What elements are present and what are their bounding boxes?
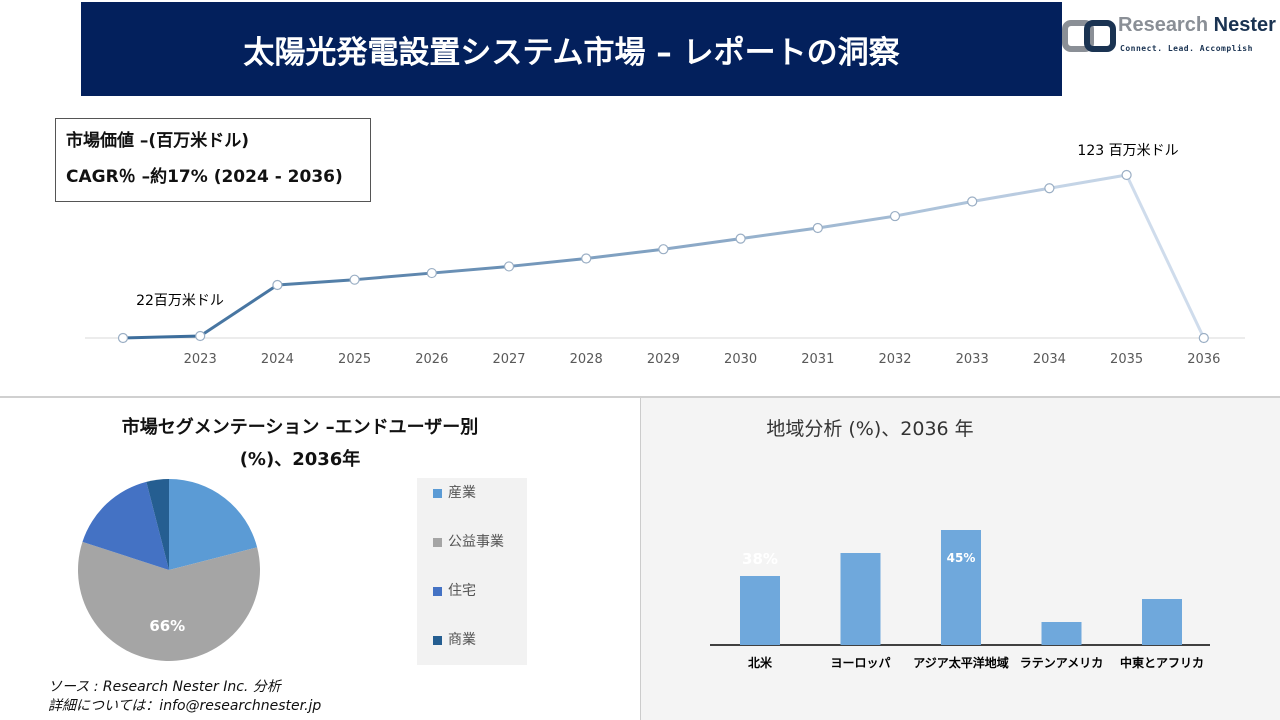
x-tick-label: 2030	[724, 352, 757, 367]
x-tick-label: 2024	[261, 352, 294, 367]
x-tick-label: アジア太平洋地域	[913, 655, 1009, 670]
pie-chart: 66%	[78, 479, 261, 661]
cagr-label: CAGR％ –約17% (2024 - 2036)	[66, 167, 343, 187]
data-point	[117, 332, 129, 344]
legend-label: 商業	[448, 632, 476, 648]
annotation-start: 22百万米ドル	[136, 293, 224, 309]
bar-chart: 北米 38% ヨーロッパ アジア太平洋地域 45% ラテンアメリカ 中東とアフリカ	[710, 530, 1210, 670]
logo: Research Nester Connect. Lead. Accomplis…	[1062, 14, 1280, 60]
x-tick-label: 2023	[184, 352, 217, 367]
annotation-end: 123 百万米ドル	[1077, 143, 1178, 159]
pie-slice	[146, 479, 169, 570]
pie-legend: 産業公益事業住宅商業	[417, 478, 527, 665]
data-point	[1044, 183, 1055, 194]
line-segment	[354, 271, 432, 282]
pie-data-label: 66%	[149, 617, 185, 635]
bar-data-label: 45%	[947, 551, 976, 565]
legend-swatch	[433, 488, 442, 498]
legend-item: 住宅	[433, 582, 476, 600]
x-tick-label: 2029	[647, 352, 680, 367]
x-tick-label: 2031	[801, 352, 834, 367]
legend-item: 商業	[433, 631, 476, 649]
data-point	[658, 244, 669, 255]
pie-slice	[78, 541, 261, 661]
line-segment	[894, 200, 973, 218]
pie-slice	[169, 479, 258, 570]
x-tick-label: 2035	[1110, 352, 1143, 367]
line-segment	[740, 226, 819, 241]
data-point	[426, 267, 437, 279]
bar	[840, 553, 881, 645]
x-tick-label: ラテンアメリカ	[1020, 656, 1103, 670]
legend-swatch	[433, 537, 442, 547]
source-note: ソース : Research Nester Inc. 分析 詳細については：in…	[48, 678, 321, 716]
line-segment	[122, 334, 201, 340]
x-tick-label: 2034	[1033, 352, 1066, 367]
x-tick-label: 2033	[956, 352, 989, 367]
x-tick-label: ヨーロッパ	[830, 656, 890, 670]
legend-swatch	[433, 635, 442, 645]
legend-item: 産業	[433, 484, 476, 502]
bar	[941, 530, 981, 645]
bar	[740, 576, 780, 645]
pie-slice	[82, 481, 169, 570]
data-point	[735, 233, 746, 244]
data-point	[1198, 332, 1209, 344]
legend-item: 公益事業	[433, 533, 504, 551]
info-box: 市場価値 –(百万米ドル) CAGR％ –約17% (2024 - 2036)	[55, 118, 371, 202]
data-point	[503, 261, 515, 272]
data-point	[581, 253, 592, 264]
legend-swatch	[433, 586, 442, 596]
bar	[1142, 599, 1182, 645]
contact-line: 詳細については：info@researchnester.jp	[48, 698, 322, 714]
line-segment	[586, 247, 664, 260]
divider	[0, 396, 1280, 398]
data-point	[349, 274, 360, 285]
legend-label: 住宅	[448, 583, 476, 599]
legend-label: 産業	[448, 485, 476, 501]
line-segment	[508, 256, 587, 268]
header-banner: 太陽光発電設置システム市場 – レポートの洞察	[81, 2, 1062, 96]
line-segment	[663, 237, 741, 251]
logo-tagline: Connect. Lead. Accomplish	[1120, 44, 1253, 53]
data-point	[967, 196, 978, 207]
data-point	[812, 222, 823, 234]
legend-label: 公益事業	[448, 534, 504, 550]
x-tick-label: 2028	[570, 352, 603, 367]
data-point	[1121, 169, 1132, 181]
line-segment	[817, 214, 896, 230]
x-tick-label: 2036	[1187, 352, 1220, 367]
line-segment	[199, 283, 279, 338]
data-point	[889, 210, 901, 222]
pie-title: 市場セグメンテーション –エンドユーザー別 (%)、2036年	[121, 417, 479, 470]
logo-mark-icon	[1062, 20, 1116, 52]
line-segment	[431, 264, 510, 275]
source-line: ソース : Research Nester Inc. 分析	[48, 679, 281, 695]
bar-title: 地域分析 (%)、2036 年	[766, 418, 974, 440]
line-segment	[1125, 174, 1206, 339]
x-tick-label: 北米	[748, 655, 773, 670]
bar	[1041, 622, 1082, 645]
data-point	[195, 330, 206, 342]
logo-name: Research	[1118, 14, 1209, 36]
market-value-label: 市場価値 –(百万米ドル)	[66, 131, 249, 151]
line-chart: 2023 2024 2025 2026 2027 2028 2029 2030 2031 2032…	[85, 143, 1245, 367]
line-segment	[1049, 173, 1127, 190]
logo-name-bold: Nester	[1213, 14, 1276, 36]
x-tick-label: 2032	[878, 352, 911, 367]
x-tick-label: 2026	[415, 352, 448, 367]
line-segment	[971, 186, 1050, 203]
data-point	[272, 279, 283, 291]
x-tick-label: 2025	[338, 352, 371, 367]
bar-data-label: 38%	[742, 550, 778, 568]
page-title: 太陽光発電設置システム市場 – レポートの洞察	[243, 34, 900, 71]
x-tick-label: 2027	[492, 352, 525, 367]
x-tick-label: 中東とアフリカ	[1120, 655, 1204, 670]
line-segment	[277, 278, 355, 287]
